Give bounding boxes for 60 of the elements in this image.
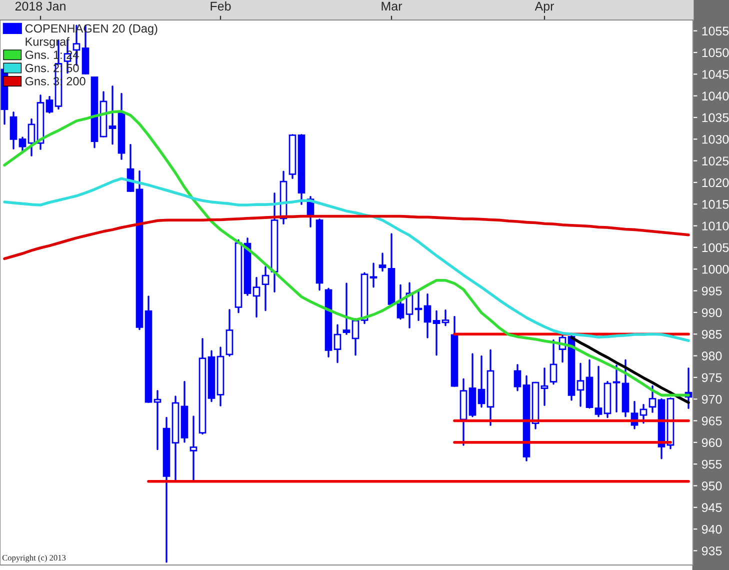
y-tick-label: 940 [702,524,722,534]
y-tick-label: 1050 [702,48,729,58]
x-tick-label: Feb [210,1,231,11]
candlestick [594,366,602,418]
candlestick [514,364,522,392]
y-tick-label: 995 [702,286,722,296]
x-tick-label: 2018 Jan [15,2,66,11]
y-tick-label: 1000 [702,264,729,274]
candlestick [262,266,270,312]
candlestick [550,339,558,385]
candlestick [442,309,450,326]
y-tick-label: 1040 [702,92,729,100]
candlestick [252,276,260,318]
line-series [3,214,690,260]
y-tick-label: 1030 [702,134,729,144]
candlestick [576,362,584,407]
candlestick [18,136,26,152]
candlestick [190,416,198,481]
candlestick [432,310,440,356]
candlestick [424,293,432,338]
y-tick-label: 955 [702,460,722,469]
candlestick [378,252,386,272]
y-tick-label: 1055 [702,26,729,36]
y-tick-label: 1045 [702,70,729,79]
y-tick-label: 975 [702,373,722,382]
y-tick-label: 950 [702,482,722,490]
candlestick [540,367,548,406]
candlestick [334,324,342,364]
x-tick-label: Mar [382,2,402,11]
y-tick-label: 935 [702,546,722,556]
candlestick [414,290,422,322]
candlestick [640,404,648,424]
y-tick-label: 970 [702,394,722,404]
candlestick [28,118,36,156]
candlestick [342,282,350,335]
y-tick-label: 990 [702,308,722,318]
candlestick [352,318,360,356]
annotation: Copyright (c) 2013 [2,554,66,562]
y-tick-label: 1035 [702,113,729,122]
y-tick-label: 1020 [702,178,729,188]
y-tick-label: 1015 [702,200,729,209]
y-tick-label: 965 [702,416,722,426]
candlestick [370,262,378,288]
y-tick-label: 1005 [702,243,729,252]
candlestick [648,385,656,413]
x-tick-label: Apr [534,2,554,14]
candlestick [10,111,18,150]
candlestick [396,284,404,320]
y-tick-label: 985 [702,330,722,339]
y-tick-label: 980 [702,352,722,360]
candlestick [612,364,620,412]
candlestick [478,355,486,408]
y-tick-label: 1010 [702,222,729,230]
y-tick-label: 945 [702,503,722,512]
line-series [570,336,690,404]
candlestick [154,390,162,450]
y-tick-label: 960 [702,438,722,448]
y-tick-label: 1025 [702,156,729,166]
candlestick [46,96,54,114]
candlestick [108,85,116,145]
